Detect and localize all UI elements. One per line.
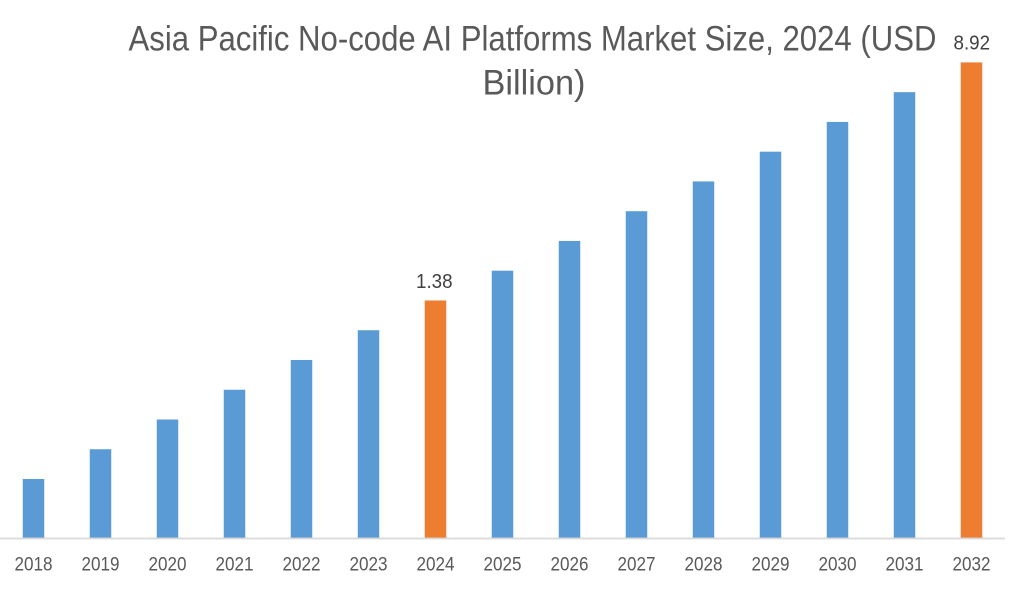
svg-text:2032: 2032 bbox=[953, 554, 991, 576]
svg-text:2026: 2026 bbox=[551, 554, 589, 576]
svg-text:2022: 2022 bbox=[283, 554, 321, 576]
svg-text:2031: 2031 bbox=[886, 554, 924, 576]
svg-text:2023: 2023 bbox=[350, 554, 388, 576]
svg-text:1.38: 1.38 bbox=[416, 271, 453, 293]
svg-text:2018: 2018 bbox=[15, 554, 53, 576]
svg-text:2029: 2029 bbox=[752, 554, 790, 576]
svg-text:2030: 2030 bbox=[819, 554, 857, 576]
svg-text:2021: 2021 bbox=[216, 554, 254, 576]
svg-text:2028: 2028 bbox=[685, 554, 723, 576]
svg-text:2019: 2019 bbox=[82, 554, 120, 576]
svg-text:Billion): Billion) bbox=[483, 63, 586, 103]
svg-text:Asia Pacific No-code AI Platfo: Asia Pacific No-code AI Platforms Market… bbox=[129, 19, 937, 59]
svg-text:2020: 2020 bbox=[149, 554, 187, 576]
svg-text:2025: 2025 bbox=[484, 554, 522, 576]
svg-text:2024: 2024 bbox=[417, 554, 455, 576]
svg-text:2027: 2027 bbox=[618, 554, 656, 576]
svg-text:8.92: 8.92 bbox=[954, 32, 991, 54]
